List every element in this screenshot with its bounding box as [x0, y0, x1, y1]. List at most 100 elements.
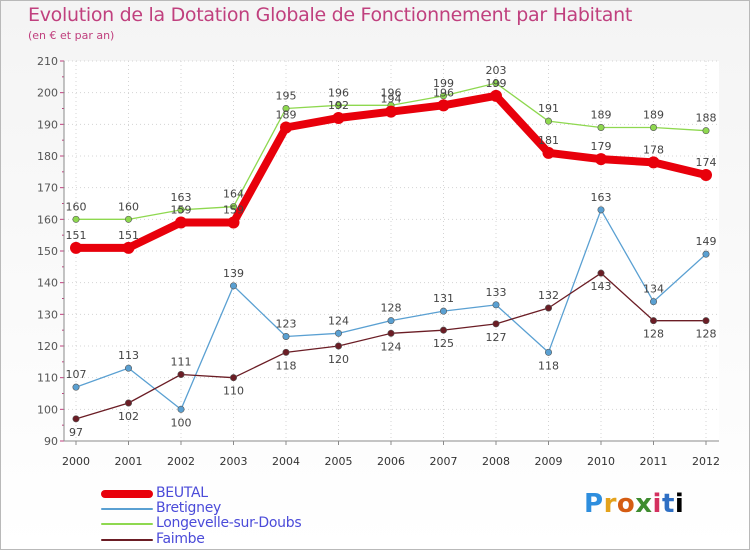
x-tick-label: 2003	[220, 455, 248, 468]
x-tick-label: 2011	[640, 455, 668, 468]
data-point	[492, 301, 500, 309]
logo-letter: o	[616, 489, 636, 519]
y-tick-label: 150	[37, 245, 58, 258]
data-point	[702, 317, 710, 325]
data-label: 178	[643, 143, 664, 156]
x-tick-label: 2005	[325, 455, 353, 468]
data-label: 199	[433, 77, 454, 90]
x-tick-label: 2007	[430, 455, 458, 468]
data-label: 128	[696, 328, 717, 341]
y-tick-label: 120	[37, 340, 58, 353]
data-point	[332, 112, 345, 124]
data-point	[649, 298, 657, 306]
data-point	[282, 348, 290, 356]
data-point	[177, 206, 185, 214]
legend-item: Longevelle-sur-Doubs	[101, 515, 361, 532]
grid-lines	[64, 60, 719, 442]
chart-subtitle: (en € et par an)	[28, 29, 115, 42]
data-point	[175, 216, 187, 229]
legend-label: Faimbe	[156, 531, 205, 547]
axes: 90 100 110 120 130 140 150 160 170 180 190 200 210 20…	[37, 55, 720, 468]
legend-swatch	[101, 523, 153, 525]
data-label: 128	[643, 328, 664, 341]
data-point	[649, 317, 657, 325]
data-label: 118	[538, 359, 559, 372]
data-label: 97	[69, 426, 83, 439]
data-point	[385, 105, 397, 118]
data-label: 127	[486, 331, 507, 344]
data-label: 125	[433, 337, 454, 350]
legend-swatch	[101, 508, 153, 510]
data-label: 139	[223, 267, 244, 280]
data-point	[72, 383, 80, 391]
data-label: 160	[118, 200, 139, 213]
data-point	[647, 156, 660, 169]
data-label: 196	[381, 86, 402, 99]
data-label: 189	[276, 109, 297, 122]
data-point	[490, 89, 502, 102]
logo-letter: i	[652, 489, 662, 519]
data-label: 192	[328, 99, 349, 112]
data-label: 128	[381, 302, 402, 315]
data-label: 124	[328, 314, 349, 327]
data-point	[122, 241, 135, 254]
data-point	[595, 153, 607, 166]
data-point	[437, 99, 450, 112]
data-label: 131	[433, 292, 454, 305]
data-label: 160	[66, 200, 87, 213]
data-point	[439, 326, 447, 334]
legend-item: Faimbe	[101, 531, 361, 548]
legend-item: Bretigney	[101, 500, 361, 517]
data-label: 189	[643, 109, 664, 122]
data-label: 149	[696, 235, 717, 248]
data-point	[597, 206, 605, 214]
data-point	[125, 364, 133, 372]
data-point	[230, 203, 238, 211]
data-point	[492, 320, 500, 328]
data-label: 124	[381, 340, 402, 353]
data-label: 174	[696, 156, 717, 169]
legend-swatch	[101, 539, 153, 541]
logo-letter: i	[674, 489, 685, 519]
data-label: 164	[223, 188, 244, 201]
data-point	[439, 307, 447, 315]
data-label: 102	[118, 410, 139, 423]
data-point	[282, 332, 290, 340]
y-tick-label: 180	[37, 150, 58, 163]
data-point	[544, 304, 552, 312]
data-point	[334, 342, 342, 350]
series-lines	[70, 79, 712, 423]
data-point	[597, 124, 605, 132]
data-label: 123	[276, 318, 297, 331]
x-tick-label: 2001	[115, 455, 143, 468]
x-tick-label: 2009	[535, 455, 563, 468]
data-label: 133	[486, 286, 507, 299]
data-point	[492, 79, 500, 87]
data-point	[334, 329, 342, 337]
data-point	[227, 216, 240, 229]
data-label: 189	[591, 109, 612, 122]
data-label: 118	[276, 359, 297, 372]
x-tick-label: 2002	[167, 455, 195, 468]
data-point	[702, 127, 710, 135]
data-point	[649, 124, 657, 132]
data-point	[544, 117, 552, 125]
logo-letter: t	[661, 489, 675, 519]
x-tick-label: 2010	[587, 455, 615, 468]
data-point	[700, 169, 712, 181]
data-label: 151	[118, 229, 139, 242]
legend-label: Bretigney	[156, 500, 222, 516]
x-tick-label: 2004	[272, 455, 300, 468]
data-label: 163	[591, 191, 612, 204]
data-point	[177, 405, 185, 413]
y-tick-label: 140	[37, 277, 58, 290]
x-tick-label: 2006	[377, 455, 405, 468]
data-label: 159	[223, 204, 244, 217]
x-tick-label: 2000	[62, 455, 90, 468]
data-point	[72, 215, 80, 223]
data-label: 134	[643, 283, 664, 296]
legend-swatch	[101, 490, 153, 498]
